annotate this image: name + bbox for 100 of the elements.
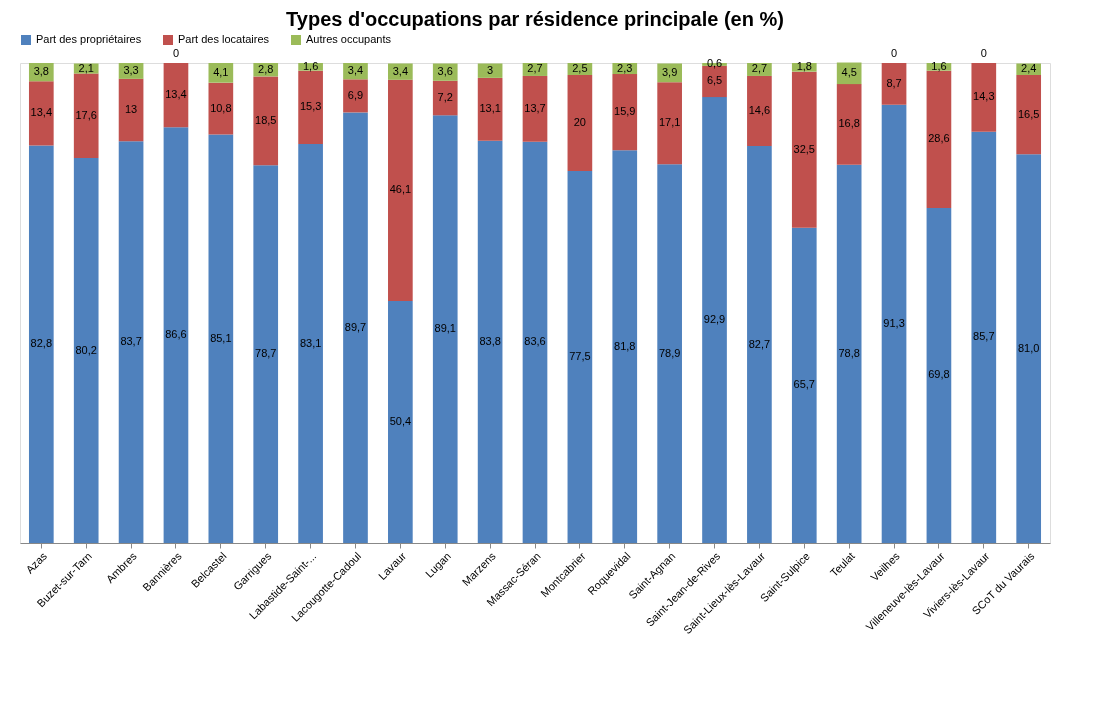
bar (208, 134, 234, 543)
data-label: 65,7 (793, 378, 815, 391)
data-label: 85,1 (210, 331, 232, 344)
data-label: 82,8 (30, 337, 53, 350)
bar (881, 104, 907, 543)
bar (388, 301, 413, 543)
legend-label: Part des propriétaires (36, 33, 142, 45)
bar (118, 78, 144, 142)
data-label: 82,7 (748, 337, 771, 350)
bar (477, 77, 503, 141)
data-label: 2,7 (527, 62, 543, 75)
data-label: 20 (573, 116, 587, 128)
bar (747, 75, 772, 147)
bar (28, 81, 54, 146)
data-label: 32,5 (793, 142, 815, 155)
data-label: 2,8 (258, 62, 274, 75)
legend-label: Autres occupants (306, 33, 392, 45)
data-label: 83,6 (524, 335, 546, 348)
bar (1016, 75, 1042, 155)
data-label: 4,1 (213, 65, 229, 78)
data-label: 83,7 (120, 335, 142, 348)
bar (477, 140, 503, 543)
data-label: 1,6 (302, 59, 319, 72)
data-label: 13,4 (30, 106, 53, 119)
data-label: 80,2 (75, 343, 97, 356)
bar (477, 63, 503, 78)
bar (926, 70, 952, 208)
data-label: 13 (124, 103, 138, 116)
data-label: 3 (487, 63, 494, 76)
data-label: 0 (890, 47, 898, 59)
bar (791, 227, 817, 543)
data-label: 18,5 (255, 113, 277, 126)
data-label: 89,7 (344, 320, 367, 333)
data-label: 6,5 (706, 74, 723, 87)
data-label: 15,9 (614, 105, 636, 118)
data-label: 28,6 (928, 132, 950, 145)
data-label: 78,8 (838, 346, 860, 359)
bar (612, 150, 638, 543)
data-label: 86,6 (165, 328, 187, 341)
bar (73, 73, 99, 159)
data-label: 15,3 (299, 100, 322, 113)
data-label: 81,8 (614, 339, 636, 352)
data-label: 83,1 (299, 336, 322, 349)
bar (657, 82, 682, 165)
data-label: 16,8 (838, 117, 860, 130)
data-label: 0,6 (706, 57, 723, 70)
bar (612, 74, 638, 151)
data-label: 91,3 (883, 316, 905, 329)
data-label: 92,9 (703, 313, 726, 326)
data-label: 2,1 (78, 61, 94, 74)
bar (208, 82, 234, 135)
bar (522, 141, 548, 543)
bar (881, 63, 907, 105)
data-label: 3,6 (437, 65, 453, 78)
data-label: 14,6 (748, 104, 771, 116)
bar (836, 84, 862, 165)
data-label: 13,7 (524, 101, 546, 114)
data-label: 69,8 (928, 368, 950, 381)
bar (343, 79, 368, 113)
bar (791, 71, 817, 228)
data-label: 6,9 (347, 88, 364, 101)
data-label: 1,8 (796, 60, 812, 73)
data-label: 2,3 (617, 61, 633, 74)
data-label: 85,7 (973, 330, 995, 343)
data-label: 8,7 (886, 76, 902, 89)
bar (567, 171, 593, 543)
bar (567, 75, 593, 171)
bar (208, 63, 234, 83)
bar (298, 70, 323, 145)
data-label: 2,7 (751, 62, 768, 75)
bar (747, 146, 772, 543)
data-label: 13,1 (479, 102, 501, 115)
data-label: 3,4 (347, 64, 364, 77)
data-label: 77,5 (569, 350, 591, 362)
data-label: 89,1 (434, 322, 456, 335)
bar (163, 63, 189, 128)
data-label: 4,5 (841, 66, 857, 79)
data-label: 81,0 (1017, 341, 1040, 354)
bar (432, 115, 458, 543)
data-label: 7,2 (437, 91, 453, 104)
bar (836, 164, 862, 543)
data-label: 78,7 (255, 347, 277, 360)
bar (1016, 154, 1042, 543)
bar (28, 145, 54, 543)
legend-label: Part des locataires (178, 33, 270, 45)
data-label: 14,3 (973, 90, 995, 103)
bar (926, 207, 952, 543)
data-label: 3,9 (661, 65, 678, 78)
bar (253, 165, 279, 543)
data-label: 17,1 (658, 116, 681, 129)
data-label: 46,1 (389, 183, 412, 196)
data-label: 0 (980, 47, 987, 59)
bar (657, 164, 682, 543)
data-label: 0 (172, 47, 180, 59)
data-label: 3,4 (392, 64, 409, 77)
bar (971, 63, 997, 132)
data-label: 50,4 (389, 415, 412, 428)
bar (432, 80, 458, 116)
bar (388, 79, 413, 302)
bar (163, 127, 189, 543)
